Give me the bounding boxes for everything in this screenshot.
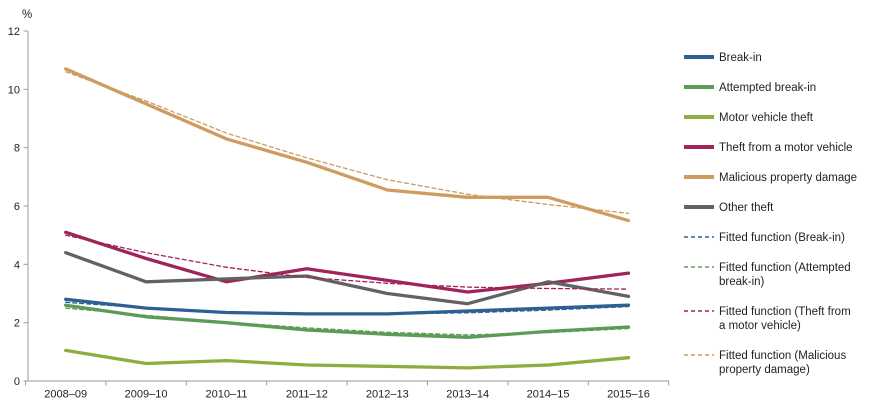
x-axis-tick-label: 2015–16	[607, 389, 650, 401]
y-axis-tick-label: 12	[8, 26, 20, 38]
y-axis-tick-label: 8	[14, 143, 20, 155]
y-axis-tick-label: 4	[14, 259, 20, 271]
legend-solid-line-swatch	[684, 115, 714, 119]
x-axis-tick-label: 2012–13	[366, 389, 409, 401]
legend-solid-line-swatch	[684, 55, 714, 59]
motor-vehicle-theft-line	[64, 348, 631, 370]
legend-solid-line-swatch	[684, 85, 714, 89]
x-axis-tick-label: 2010–11	[205, 389, 247, 401]
y-axis-tick-label: 6	[14, 201, 20, 213]
y-axis-unit-label: %	[22, 9, 32, 21]
legend-label: Other theft	[719, 202, 774, 214]
y-axis-tick-label: 0	[14, 376, 20, 388]
y-axis-tick-label: 10	[8, 84, 20, 96]
chart-legend: Break-in Attempted break-in Motor vehicle …	[684, 51, 868, 393]
fitted-function-malicious-property-damage-line	[65, 71, 630, 214]
legend-label: Attempted break-in	[719, 82, 817, 94]
fitted-function-break-in-line	[65, 301, 630, 315]
legend-item-fitted-function-malicious-property-damage: Fitted function (Malicious property dama…	[684, 349, 868, 377]
legend-dashed-line-swatch	[684, 310, 714, 312]
legend-dashed-line-swatch	[684, 236, 714, 238]
legend-label: Fitted function (Theft from a motor vehi…	[719, 306, 851, 332]
x-axis-tick-label: 2009–10	[125, 389, 168, 401]
legend-item-fitted-function-break-in: Fitted function (Break-in)	[684, 231, 868, 245]
legend-item-attempted-break-in: Attempted break-in	[684, 81, 868, 95]
legend-solid-line-swatch	[684, 205, 714, 209]
legend-item-other-theft: Other theft	[684, 201, 868, 215]
x-axis-tick-label: 2011–12	[286, 389, 328, 401]
legend-label: Theft from a motor vehicle	[719, 142, 853, 154]
legend-label: Fitted function (Malicious property dama…	[719, 350, 847, 376]
other-theft-line	[64, 251, 631, 306]
legend-item-fitted-function-theft-from-a-motor-vehicle: Fitted function (Theft from a motor vehi…	[684, 305, 868, 333]
legend-label: Break-in	[719, 52, 762, 64]
legend-item-break-in: Break-in	[684, 51, 868, 65]
x-axis-tick-label: 2013–14	[446, 389, 489, 401]
legend-solid-line-swatch	[684, 145, 714, 149]
legend-item-malicious-property-damage: Malicious property damage	[684, 171, 868, 185]
fitted-function-attempted-break-in-line	[65, 307, 630, 336]
legend-solid-line-swatch	[684, 175, 714, 179]
line-chart-canvas: % 0 2 4 6 8 10 12 2008–09 2009–10 2010–11 2011–12 2…	[8, 9, 670, 401]
x-axis-tick-label: 2008–09	[44, 389, 87, 401]
x-axis-tick-label: 2014–15	[527, 389, 570, 401]
break-in-line	[64, 297, 631, 316]
legend-label: Fitted function (Attempted break-in)	[719, 262, 851, 288]
legend-dashed-line-swatch	[684, 354, 714, 356]
legend-item-theft-from-a-motor-vehicle: Theft from a motor vehicle	[684, 141, 868, 155]
y-axis-tick-label: 2	[14, 318, 20, 330]
legend-label: Fitted function (Break-in)	[719, 232, 845, 244]
legend-item-fitted-function-attempted-break-in: Fitted function (Attempted break-in)	[684, 261, 868, 289]
malicious-property-damage-line	[64, 67, 631, 223]
legend-item-motor-vehicle-theft: Motor vehicle theft	[684, 111, 868, 125]
legend-label: Malicious property damage	[719, 172, 858, 184]
legend-label: Motor vehicle theft	[719, 112, 813, 124]
fitted-function-theft-from-a-motor-vehicle-line	[65, 234, 630, 290]
legend-dashed-line-swatch	[684, 266, 714, 268]
